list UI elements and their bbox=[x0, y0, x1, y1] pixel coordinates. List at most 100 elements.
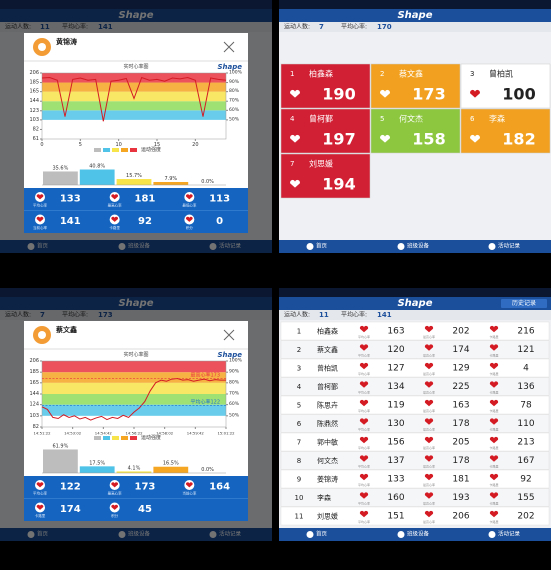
heart-icon bbox=[36, 482, 44, 488]
cell-value: 4 bbox=[523, 363, 529, 373]
cell-value: 127 bbox=[387, 363, 404, 373]
tile-rank: 1 bbox=[290, 70, 294, 78]
distribution-label: 17.5% bbox=[89, 460, 105, 466]
table-row bbox=[280, 469, 550, 489]
cell-label: 卡路里 bbox=[489, 482, 498, 487]
heart-icon bbox=[186, 216, 193, 222]
cell-label: 最高心率 bbox=[423, 389, 435, 394]
y-tick-label: 185 bbox=[29, 369, 39, 375]
nav-icon bbox=[306, 243, 314, 250]
athlete-tile[interactable] bbox=[370, 108, 461, 154]
pct-tick-label: 70% bbox=[229, 391, 240, 397]
avg: 170 bbox=[377, 23, 392, 31]
pct-tick-label: 70% bbox=[229, 98, 240, 104]
cell-value: 213 bbox=[517, 437, 534, 447]
distribution-bar bbox=[43, 449, 78, 473]
heart-icon bbox=[36, 504, 44, 510]
heart-icon bbox=[359, 455, 369, 462]
heart-icon bbox=[380, 89, 390, 98]
heart-icon bbox=[290, 134, 300, 143]
cell-label: 最高心率 bbox=[423, 408, 435, 413]
cell-value: 202 bbox=[452, 326, 469, 336]
history-button[interactable] bbox=[501, 299, 547, 308]
cell-value: 110 bbox=[517, 419, 534, 429]
athlete-tile[interactable] bbox=[370, 63, 461, 109]
close-button[interactable] bbox=[223, 329, 235, 341]
count: 7 bbox=[319, 23, 324, 31]
pct-tick-label: 60% bbox=[229, 107, 240, 113]
heart-icon bbox=[489, 325, 499, 333]
y-tick-label: 144 bbox=[29, 391, 39, 397]
heart-icon bbox=[36, 194, 44, 200]
chart-logo: Shape bbox=[217, 351, 242, 359]
distribution-bar bbox=[153, 181, 189, 185]
athlete-tile[interactable] bbox=[460, 108, 551, 154]
stat-value: 133 bbox=[60, 194, 81, 205]
cell-label: 卡路里 bbox=[489, 408, 498, 413]
app-logo: Shape bbox=[397, 298, 432, 309]
y-tick-label: 206 bbox=[29, 358, 39, 364]
tile-name: 柏鑫森 bbox=[309, 69, 333, 79]
distribution-bar bbox=[79, 169, 115, 185]
cell-value: 151 bbox=[387, 511, 404, 521]
cell-label: 平均心率 bbox=[358, 482, 370, 487]
header bbox=[279, 297, 551, 310]
heart-icon bbox=[111, 194, 118, 200]
cell-label: 平均心率 bbox=[358, 500, 370, 505]
x-tick-label: 14:54:42 bbox=[95, 431, 113, 436]
x-tick-label: 0 bbox=[40, 142, 43, 148]
y-tick-label: 123 bbox=[29, 108, 39, 114]
cell-value: 216 bbox=[517, 326, 534, 336]
cell-label: 卡路里 bbox=[489, 445, 498, 450]
athlete-tile[interactable] bbox=[280, 153, 371, 199]
status-bar bbox=[279, 288, 551, 297]
row-name: 柏鑫森 bbox=[317, 326, 338, 335]
distribution-bar bbox=[43, 171, 78, 185]
stat-label: 积分 bbox=[186, 225, 193, 230]
stat-label: 卡路里 bbox=[35, 513, 46, 518]
stat-label: 最高心率 bbox=[108, 491, 122, 496]
cell-value: 136 bbox=[517, 382, 534, 392]
legend-swatch bbox=[94, 436, 101, 440]
cell-value: 206 bbox=[452, 511, 469, 521]
cell-label: 卡路里 bbox=[489, 334, 498, 339]
cell-label: 卡路里 bbox=[489, 426, 498, 431]
legend-swatch bbox=[112, 436, 119, 440]
athlete-tile[interactable] bbox=[460, 63, 551, 109]
heart-icon bbox=[489, 344, 499, 351]
row-name: 曾柏凯 bbox=[317, 363, 338, 372]
heart-icon bbox=[359, 362, 369, 370]
row-rank: 10 bbox=[295, 494, 304, 502]
table-row bbox=[280, 432, 550, 452]
cell-label: 最高心率 bbox=[423, 445, 435, 450]
tile-rank: 7 bbox=[290, 160, 294, 168]
user-name: 黄锦涛 bbox=[56, 37, 77, 46]
row-name: 李森 bbox=[317, 493, 331, 502]
heart-icon bbox=[489, 418, 499, 425]
cell-value: 156 bbox=[387, 437, 404, 447]
heart-icon bbox=[111, 504, 118, 510]
x-tick-label: 14:58:02 bbox=[156, 431, 174, 436]
y-tick-label: 185 bbox=[29, 80, 39, 86]
close-button[interactable] bbox=[223, 41, 235, 53]
phone-screen: Shape 运动人数: 11 平均心率: 141 首页 班级设备 活动记录 历史记录 1 柏鑫森平均… bbox=[279, 288, 551, 541]
table-row bbox=[280, 414, 550, 433]
athlete-tile[interactable] bbox=[280, 108, 371, 154]
distribution-bar bbox=[153, 466, 189, 473]
nav-icon bbox=[397, 531, 405, 538]
athlete-tile[interactable] bbox=[280, 63, 371, 109]
stat-label: 当前心率 bbox=[182, 491, 196, 496]
status-bar bbox=[0, 0, 272, 9]
heart-icon bbox=[489, 492, 499, 499]
x-tick-label: 15 bbox=[154, 142, 160, 148]
cell-label: 平均心率 bbox=[358, 519, 370, 524]
cell-value: 205 bbox=[452, 437, 469, 447]
cell-value: 163 bbox=[452, 400, 469, 410]
distribution-label: 0.0% bbox=[201, 467, 214, 473]
x-tick-label: 5 bbox=[79, 142, 82, 148]
heart-icon bbox=[359, 325, 369, 333]
tile-name: 蔡文鑫 bbox=[399, 69, 423, 79]
heart-icon bbox=[290, 179, 300, 188]
stat-label: 平均心率 bbox=[33, 203, 47, 208]
tile-name: 刘思媛 bbox=[309, 159, 333, 169]
